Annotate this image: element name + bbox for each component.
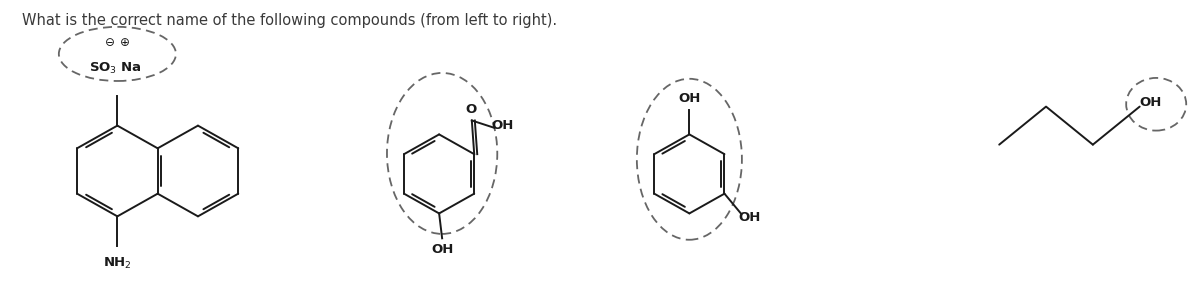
Text: NH$_2$: NH$_2$ — [103, 256, 132, 271]
Text: OH: OH — [738, 211, 761, 224]
Text: What is the correct name of the following compounds (from left to right).: What is the correct name of the followin… — [22, 13, 557, 28]
Text: OH: OH — [492, 119, 514, 132]
Text: $\oplus$: $\oplus$ — [119, 36, 130, 49]
Text: SO$_3$ Na: SO$_3$ Na — [90, 61, 143, 76]
Text: O: O — [466, 103, 476, 116]
Text: OH: OH — [1140, 96, 1162, 109]
Text: OH: OH — [678, 92, 701, 105]
Text: OH: OH — [431, 243, 454, 256]
Text: $\ominus$: $\ominus$ — [103, 36, 114, 49]
